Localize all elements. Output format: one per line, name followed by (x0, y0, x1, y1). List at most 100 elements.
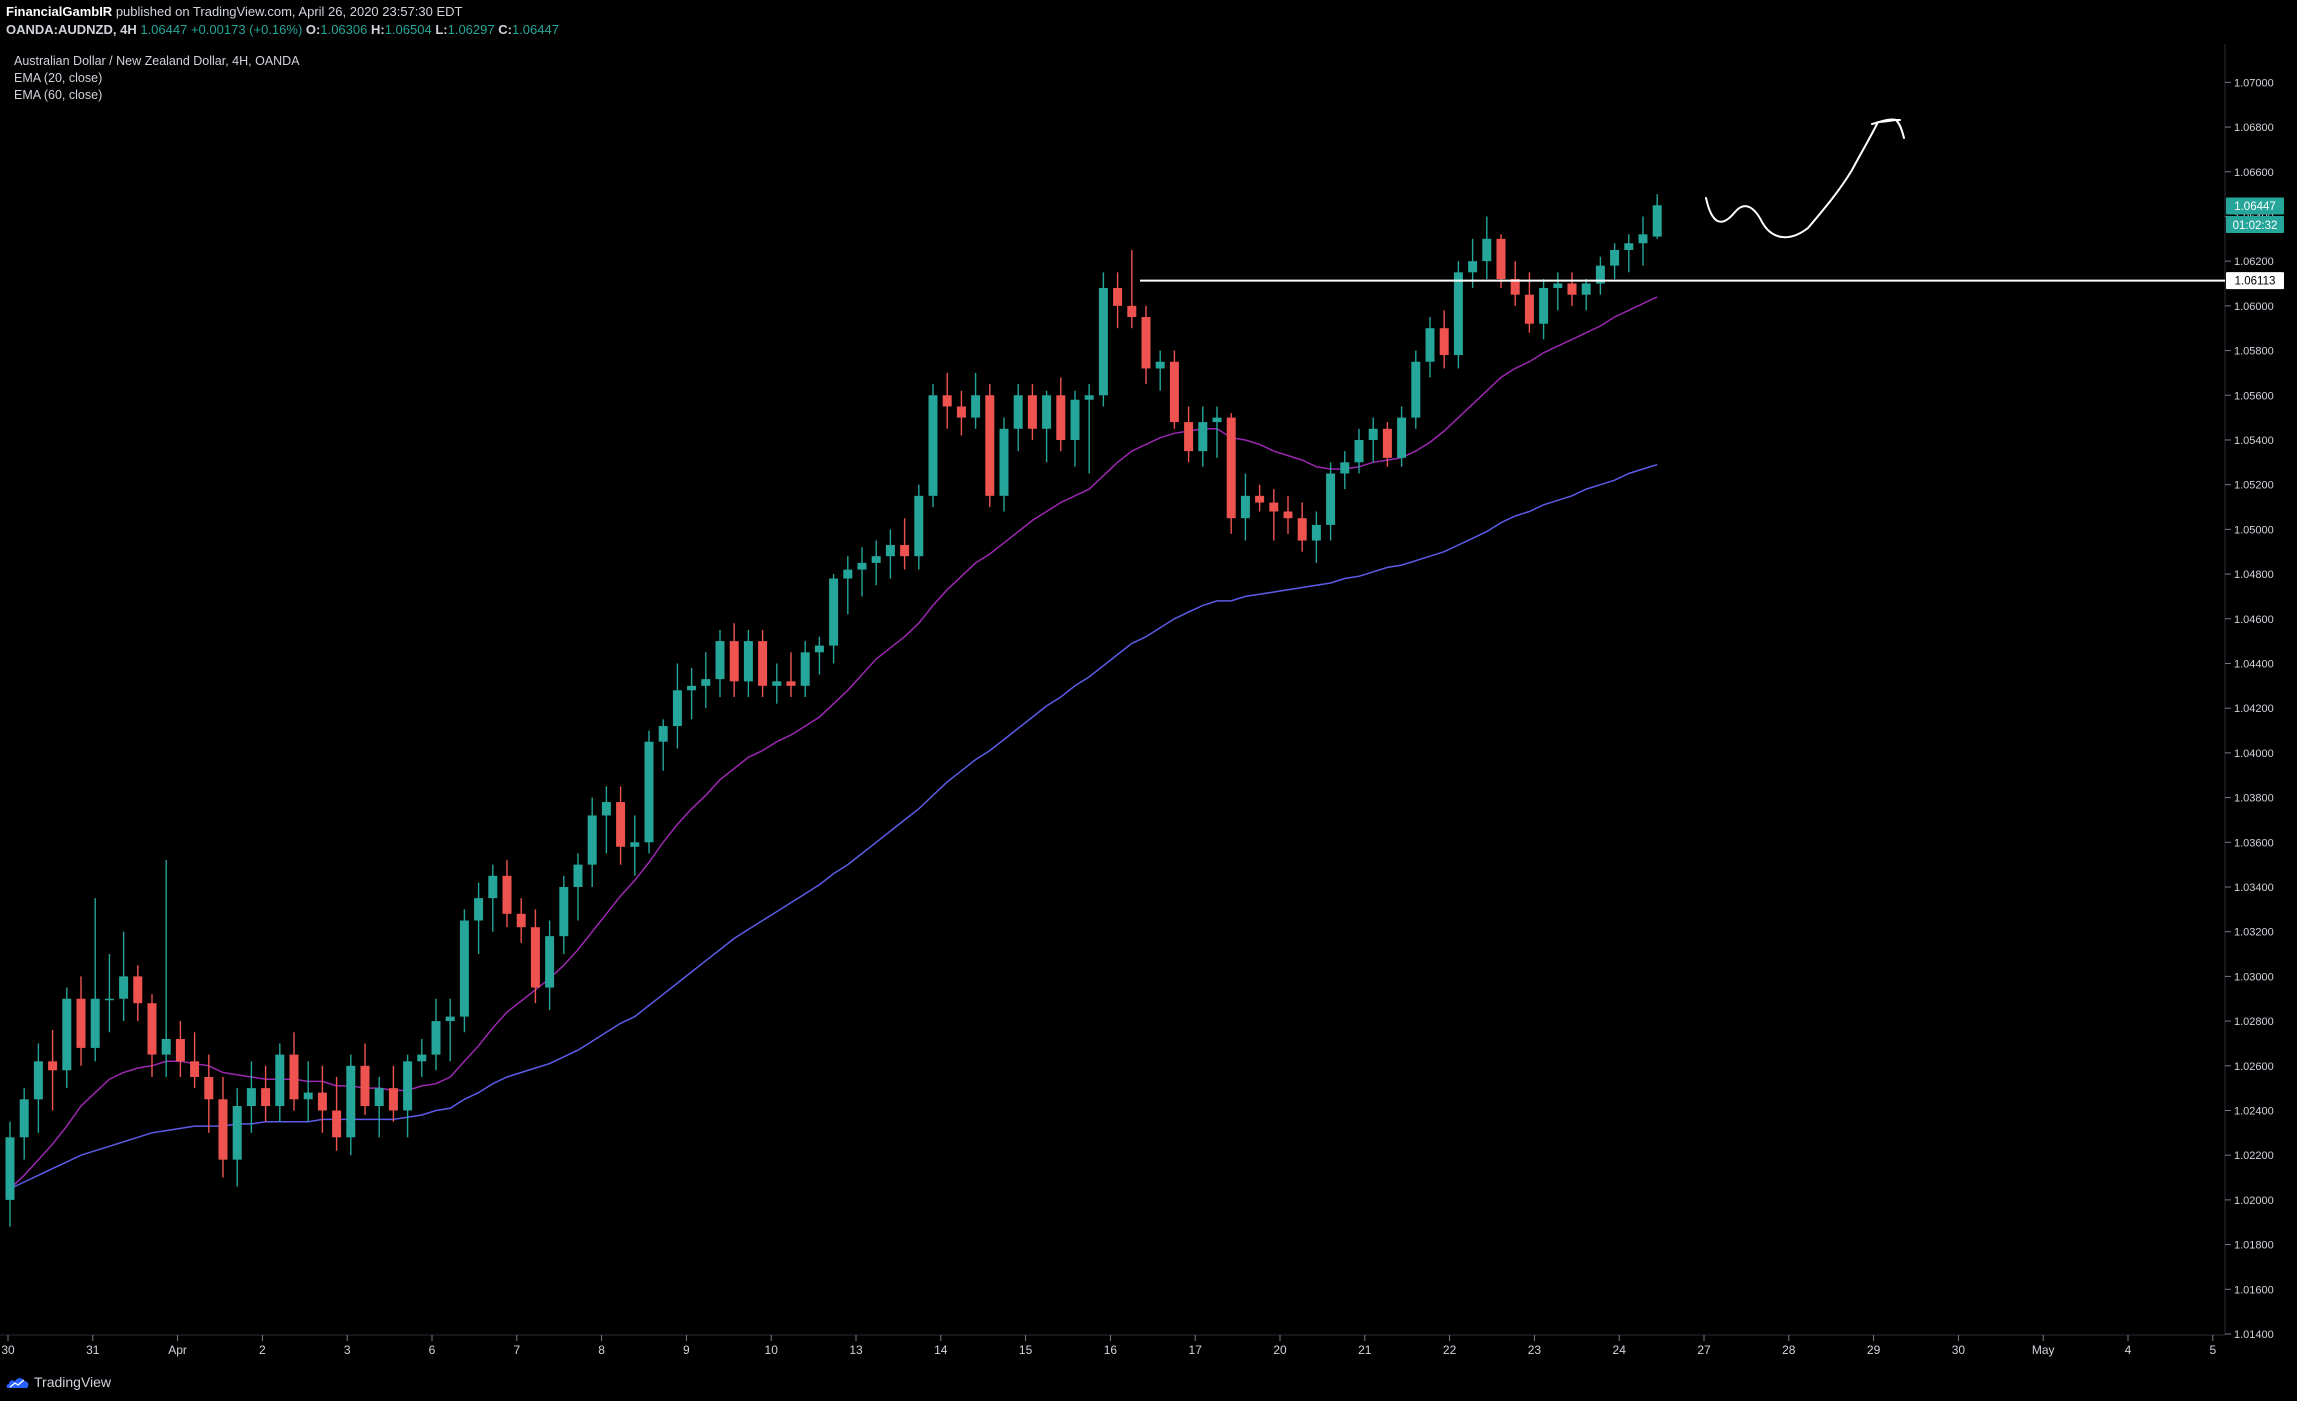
candle-body (19, 1099, 29, 1138)
y-tick-label: 1.07000 (2234, 77, 2274, 89)
candle-body (1070, 399, 1080, 440)
high-value: 1.06504 (384, 22, 432, 37)
candle-body (1240, 495, 1250, 519)
x-tick-label: 23 (1528, 1343, 1542, 1357)
candle-body (928, 395, 938, 496)
candle-body (5, 1137, 15, 1200)
y-tick-label: 1.02400 (2234, 1105, 2274, 1117)
candle-body (374, 1088, 384, 1107)
legend-ema20[interactable]: EMA (20, close) (14, 71, 103, 85)
candle-body (985, 395, 995, 496)
price-axis[interactable]: 1.070001.068001.066001.064001.062001.060… (2225, 77, 2274, 1341)
candle-body (885, 545, 895, 557)
candle-body (104, 998, 114, 1001)
y-tick-label: 1.06800 (2234, 122, 2274, 134)
x-tick-label: 30 (1952, 1343, 1966, 1357)
hline-price-label: 1.06113 (2226, 272, 2284, 290)
y-tick-label: 1.05200 (2234, 480, 2274, 492)
candle-body (1581, 283, 1591, 295)
candle-body (232, 1106, 242, 1160)
x-tick-label: Apr (168, 1343, 187, 1357)
candle-body (1425, 328, 1435, 362)
candle-body (275, 1054, 285, 1107)
symbol-ohlc-line: OANDA:AUDNZD, 4H 1.06447 +0.00173 (+0.16… (6, 22, 559, 37)
candle-body (360, 1065, 370, 1107)
candle-body (616, 802, 626, 847)
candle-body (1368, 428, 1378, 440)
candle-body (1056, 395, 1066, 440)
drawn-forecast-arrow-icon[interactable] (1705, 118, 1905, 238)
candle-body (516, 913, 526, 928)
x-tick-label: 4 (2125, 1343, 2132, 1357)
footer-bar: TradingView (0, 1365, 2297, 1401)
candle-body (1013, 395, 1023, 429)
candles-layer (5, 194, 1662, 1227)
candle-body (530, 927, 540, 988)
y-tick-label: 1.02800 (2234, 1016, 2274, 1028)
candle-body (445, 1016, 455, 1022)
y-tick-label: 1.03600 (2234, 837, 2274, 849)
y-tick-label: 1.03200 (2234, 927, 2274, 939)
close-label: C: (498, 22, 512, 37)
legend-ema60[interactable]: EMA (60, close) (14, 88, 103, 102)
candle-body (743, 641, 753, 682)
symbol-name[interactable]: OANDA:AUDNZD, 4H (6, 22, 137, 37)
candle-body (1311, 524, 1321, 541)
tradingview-brand: TradingView (34, 1374, 112, 1390)
candle-body (474, 898, 484, 921)
candle-body (1610, 249, 1620, 266)
y-tick-label: 1.02600 (2234, 1061, 2274, 1073)
candle-body (1652, 205, 1662, 237)
ema20-line (9, 296, 1658, 1190)
candle-body (62, 998, 72, 1071)
candle-body (1155, 361, 1165, 369)
candle-body (999, 428, 1009, 496)
candle-body (1141, 317, 1151, 369)
candle-body (1113, 287, 1123, 306)
candle-body (147, 1003, 157, 1055)
time-axis[interactable]: 30 31 Apr 2 3 6 7 8 9 10 13 14 15 16 17 20 21 22 23 24 27 28 2… (1, 1335, 2216, 1357)
candle-body (1624, 243, 1634, 250)
x-tick-label: 16 (1104, 1343, 1118, 1357)
candle-body (388, 1088, 398, 1111)
tradingview-logo[interactable]: TradingView (6, 1374, 111, 1390)
candle-body (971, 395, 981, 418)
candle-body (190, 1061, 200, 1077)
candle-body (786, 681, 796, 686)
y-tick-label: 1.04400 (2234, 658, 2274, 670)
candle-body (332, 1110, 342, 1138)
published-text: published on TradingView.com, April 26, … (115, 4, 463, 19)
candle-body (587, 815, 597, 865)
candle-body (871, 556, 881, 563)
low-label: L: (435, 22, 448, 37)
candle-body (1212, 417, 1222, 423)
y-tick-label: 1.05800 (2234, 346, 2274, 358)
y-tick-label: 1.02000 (2234, 1195, 2274, 1207)
y-tick-label: 1.02200 (2234, 1150, 2274, 1162)
candle-body (1510, 279, 1520, 295)
candle-body (715, 641, 725, 680)
y-tick-label: 1.06000 (2234, 301, 2274, 313)
y-tick-label: 1.01400 (2234, 1329, 2274, 1341)
candle-body (843, 569, 853, 579)
ema60-line (9, 463, 1658, 1190)
candle-body (33, 1061, 43, 1100)
publisher-name[interactable]: FinancialGambIR (6, 4, 113, 19)
candle-body (772, 681, 782, 686)
candle-body (90, 998, 100, 1048)
last-price-label: 1.06447 01:02:32 (2226, 197, 2284, 233)
y-tick-label: 1.01800 (2234, 1240, 2274, 1252)
x-tick-label: 14 (934, 1343, 948, 1357)
candle-body (942, 395, 952, 407)
tradingview-cloud-icon (6, 1378, 29, 1388)
candle-body (1340, 462, 1350, 474)
candle-body (601, 802, 611, 816)
y-tick-label: 1.03800 (2234, 793, 2274, 805)
y-tick-label: 1.04600 (2234, 614, 2274, 626)
x-tick-label: 9 (683, 1343, 690, 1357)
x-tick-label: 21 (1358, 1343, 1372, 1357)
y-tick-label: 1.03400 (2234, 882, 2274, 894)
legend-title[interactable]: Australian Dollar / New Zealand Dollar, … (14, 54, 300, 68)
candle-body (1127, 305, 1137, 318)
